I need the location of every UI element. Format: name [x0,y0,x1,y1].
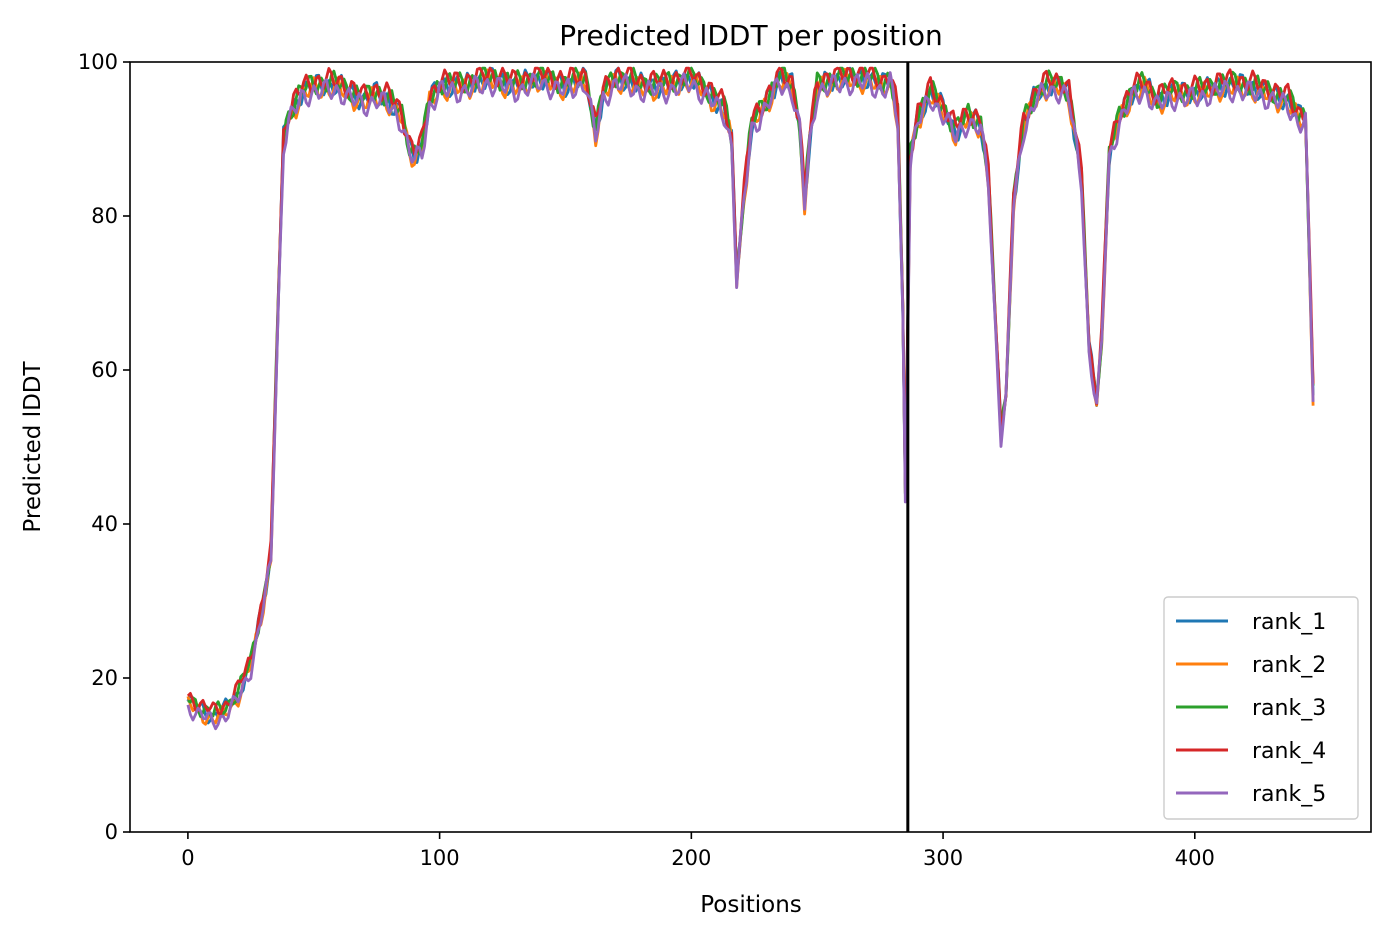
series-line-rank_5 [186,71,1315,731]
series-line-rank_1 [186,66,1315,725]
x-axis-ticks: 0 100 200 300 400 [181,832,1215,870]
x-tick-label: 400 [1175,846,1215,870]
series-line-rank_3 [187,66,1315,718]
y-tick-label: 80 [91,204,118,228]
x-tick-label: 100 [420,846,460,870]
legend-label-rank_4: rank_4 [1252,739,1326,764]
y-axis-label: Predicted lDDT [20,360,46,532]
y-tick-label: 40 [91,512,118,536]
x-tick-label: 300 [923,846,963,870]
y-tick-label: 0 [105,820,118,844]
series-line-rank_4 [186,66,1315,716]
plot-frame [129,61,1372,833]
legend-box [1163,596,1359,820]
chart-title: Predicted lDDT per position [559,19,943,52]
y-tick-label: 100 [78,50,118,74]
y-tick-label: 20 [91,666,118,690]
legend-label-rank_5: rank_5 [1252,782,1326,807]
legend-label-rank_3: rank_3 [1252,696,1326,721]
plot-lines [186,66,1315,731]
x-axis-label: Positions [700,892,802,918]
legend-label-rank_1: rank_1 [1252,610,1326,635]
x-tick-label: 200 [671,846,711,870]
legend-label-rank_2: rank_2 [1252,653,1326,678]
legend: rank_1 rank_2 rank_3 rank_4 rank_5 [1163,596,1359,820]
y-tick-label: 60 [91,358,118,382]
y-axis-ticks: 0 20 40 60 80 100 [78,50,130,844]
x-tick-label: 0 [181,846,194,870]
series-line-rank_2 [186,67,1315,726]
